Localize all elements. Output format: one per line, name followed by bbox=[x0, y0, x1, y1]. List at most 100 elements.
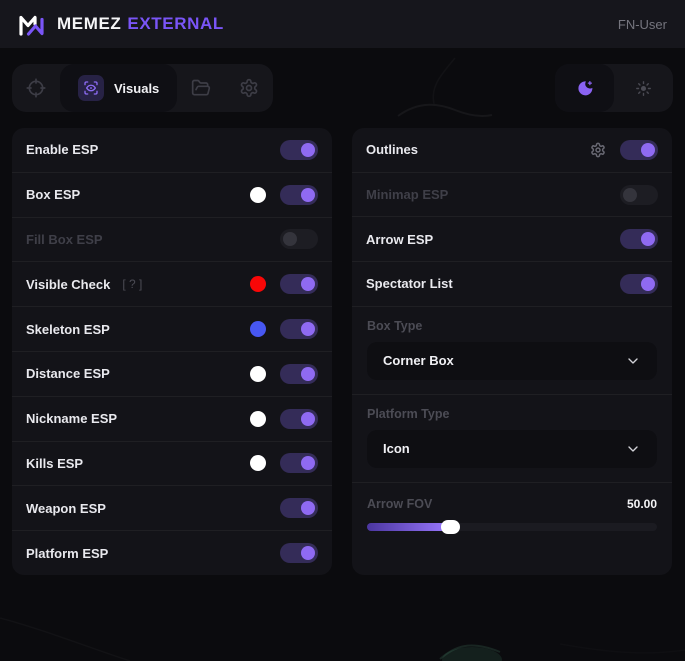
tab-aimbot[interactable] bbox=[12, 64, 60, 112]
title-bar: MEMEZ EXTERNAL FN-User bbox=[0, 0, 685, 48]
setting-label: Nickname ESP bbox=[26, 411, 118, 427]
platform-type-select[interactable]: Icon bbox=[367, 429, 657, 468]
gear-icon bbox=[591, 142, 605, 158]
box-esp-toggle[interactable] bbox=[280, 184, 318, 205]
skeleton-esp-toggle[interactable] bbox=[280, 319, 318, 340]
setting-label: Skeleton ESP bbox=[26, 321, 110, 337]
toolbar: Visuals bbox=[12, 64, 673, 112]
setting-row-spectator-list: Spectator List bbox=[352, 262, 672, 307]
slider-thumb[interactable] bbox=[441, 519, 461, 534]
toggle-knob bbox=[301, 366, 315, 381]
theme-switch bbox=[555, 64, 673, 112]
arrow-fov-slider[interactable] bbox=[367, 519, 657, 534]
visible-check-color-swatch[interactable] bbox=[250, 276, 266, 293]
crosshair-icon bbox=[26, 78, 46, 98]
fill-box-esp-toggle[interactable] bbox=[280, 229, 318, 250]
chevron-down-icon bbox=[628, 446, 638, 452]
setting-row-arrow-esp: Arrow ESP bbox=[352, 217, 672, 263]
toggle-knob bbox=[641, 142, 655, 157]
scan-eye-icon bbox=[78, 75, 104, 101]
esp-extras-panel: Outlines Minimap ESP Arrow ESP Spectator… bbox=[352, 128, 672, 575]
esp-settings-panel: Enable ESP Box ESP Fill Box ESP Visible … bbox=[12, 128, 332, 575]
app-title-accent: EXTERNAL bbox=[127, 14, 224, 33]
nav-tabs: Visuals bbox=[12, 64, 274, 112]
minimap-esp-toggle[interactable] bbox=[620, 184, 658, 205]
tab-visuals-label: Visuals bbox=[114, 80, 160, 96]
setting-row-minimap-esp: Minimap ESP bbox=[352, 173, 672, 218]
nickname-esp-color-swatch[interactable] bbox=[250, 410, 266, 427]
weapon-esp-toggle[interactable] bbox=[280, 498, 318, 519]
setting-label: Outlines bbox=[366, 142, 419, 158]
platform-type-label: Platform Type bbox=[367, 406, 450, 421]
box-esp-color-swatch[interactable] bbox=[250, 186, 266, 203]
tab-configs[interactable] bbox=[177, 64, 225, 112]
chevron-down-icon bbox=[628, 358, 638, 364]
platform-type-section: Platform Type Icon bbox=[352, 395, 672, 483]
setting-row-distance-esp: Distance ESP bbox=[12, 352, 332, 397]
setting-label: Spectator List bbox=[366, 276, 453, 292]
enable-esp-toggle[interactable] bbox=[280, 139, 318, 160]
kills-esp-toggle[interactable] bbox=[280, 453, 318, 474]
toggle-knob bbox=[623, 187, 637, 202]
outlines-settings-button[interactable] bbox=[590, 142, 606, 158]
app-title-main: MEMEZ bbox=[57, 14, 122, 33]
setting-label: Kills ESP bbox=[26, 455, 84, 471]
box-type-select[interactable]: Corner Box bbox=[367, 341, 657, 380]
toggle-knob bbox=[301, 142, 315, 157]
dark-mode-button[interactable] bbox=[555, 64, 614, 112]
arrow-fov-section: Arrow FOV 50.00 bbox=[352, 483, 672, 534]
spectator-list-toggle[interactable] bbox=[620, 273, 658, 294]
distance-esp-color-swatch[interactable] bbox=[250, 365, 266, 382]
setting-label: Arrow ESP bbox=[366, 231, 434, 247]
setting-row-kills-esp: Kills ESP bbox=[12, 442, 332, 487]
setting-label: Minimap ESP bbox=[366, 187, 449, 203]
setting-label: Platform ESP bbox=[26, 545, 109, 561]
distance-esp-toggle[interactable] bbox=[280, 363, 318, 384]
box-type-value: Corner Box bbox=[383, 353, 454, 369]
setting-label: Distance ESP bbox=[26, 366, 110, 382]
platform-esp-toggle[interactable] bbox=[280, 543, 318, 564]
setting-row-outlines: Outlines bbox=[352, 128, 672, 173]
brand-logo-icon bbox=[19, 15, 44, 36]
toggle-knob bbox=[301, 546, 315, 561]
toggle-knob bbox=[301, 277, 315, 292]
outlines-toggle[interactable] bbox=[620, 139, 658, 160]
platform-type-value: Icon bbox=[383, 441, 410, 457]
setting-row-enable-esp: Enable ESP bbox=[12, 128, 332, 173]
toggle-knob bbox=[301, 501, 315, 516]
skeleton-esp-color-swatch[interactable] bbox=[250, 321, 266, 338]
nickname-esp-toggle[interactable] bbox=[280, 408, 318, 429]
box-type-section: Box Type Corner Box bbox=[352, 307, 672, 395]
arrow-fov-label: Arrow FOV bbox=[367, 496, 433, 511]
setting-row-platform-esp: Platform ESP bbox=[12, 531, 332, 575]
help-hint[interactable]: [ ? ] bbox=[122, 277, 143, 292]
setting-label: Fill Box ESP bbox=[26, 231, 103, 247]
toggle-knob bbox=[641, 276, 655, 291]
toggle-knob bbox=[301, 411, 315, 426]
setting-row-fill-box-esp: Fill Box ESP bbox=[12, 218, 332, 263]
username-label: FN-User bbox=[617, 16, 667, 32]
toggle-knob bbox=[301, 456, 315, 471]
setting-row-visible-check: Visible Check [ ? ] bbox=[12, 262, 332, 308]
sun-icon bbox=[636, 80, 651, 96]
setting-row-weapon-esp: Weapon ESP bbox=[12, 486, 332, 532]
box-type-label: Box Type bbox=[367, 318, 423, 333]
kills-esp-color-swatch[interactable] bbox=[250, 455, 266, 472]
brand: MEMEZ EXTERNAL bbox=[18, 13, 224, 36]
setting-label: Enable ESP bbox=[26, 142, 99, 158]
toggle-knob bbox=[641, 232, 655, 247]
tab-visuals[interactable]: Visuals bbox=[60, 64, 178, 112]
setting-row-nickname-esp: Nickname ESP bbox=[12, 397, 332, 442]
setting-label: Visible Check bbox=[26, 276, 111, 292]
setting-row-skeleton-esp: Skeleton ESP bbox=[12, 307, 332, 352]
light-mode-button[interactable] bbox=[614, 64, 673, 112]
toggle-knob bbox=[301, 187, 315, 202]
gear-icon bbox=[240, 78, 258, 98]
tab-settings[interactable] bbox=[225, 64, 273, 112]
setting-row-box-esp: Box ESP bbox=[12, 173, 332, 218]
arrow-esp-toggle[interactable] bbox=[620, 229, 658, 250]
app-title: MEMEZ EXTERNAL bbox=[57, 14, 224, 34]
visible-check-toggle[interactable] bbox=[280, 274, 318, 295]
toggle-knob bbox=[283, 232, 297, 247]
moon-star-icon bbox=[577, 81, 592, 96]
